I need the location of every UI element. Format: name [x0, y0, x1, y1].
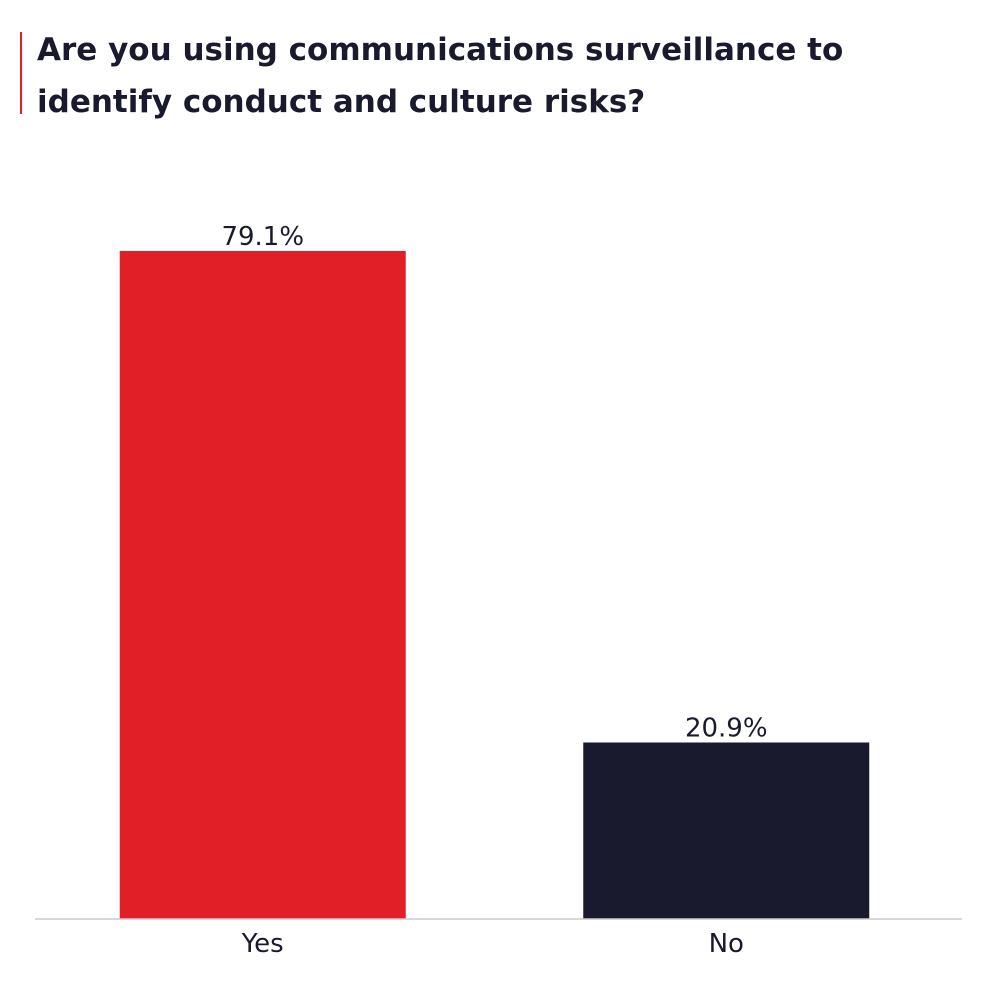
bars-group — [119, 251, 870, 919]
tick-label-no: No — [709, 929, 744, 959]
value-label-no: 20.9% — [685, 713, 768, 743]
bar-no — [583, 742, 870, 919]
tick-label-yes: Yes — [241, 929, 284, 959]
labels-group: 79.1% Yes 20.9% No — [221, 222, 767, 959]
bar-yes — [119, 251, 406, 919]
chart-title: Are you using communications surveillanc… — [37, 32, 844, 120]
title-accent-bar — [20, 32, 22, 114]
value-label-yes: 79.1% — [221, 222, 304, 252]
